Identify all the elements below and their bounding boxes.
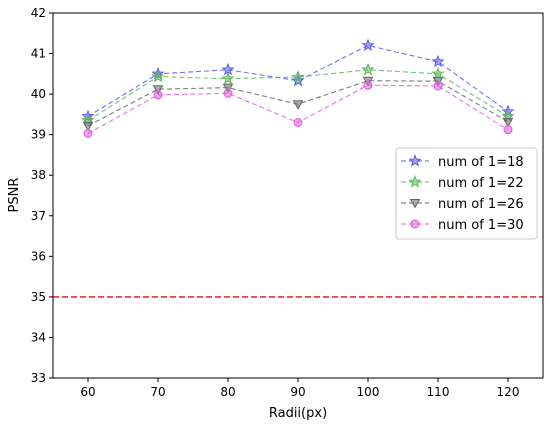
data-point <box>431 54 445 68</box>
data-point <box>291 73 305 87</box>
legend-marker <box>408 175 422 188</box>
data-point <box>223 88 233 98</box>
y-tick-label: 33 <box>31 371 46 385</box>
data-point <box>83 128 93 138</box>
x-tick-label: 100 <box>357 385 380 399</box>
data-point <box>292 100 304 110</box>
x-tick-label: 110 <box>427 385 450 399</box>
x-tick-label: 80 <box>220 385 235 399</box>
legend-entry: num of 1=22 <box>401 175 524 191</box>
x-axis-label: Radii(px) <box>269 406 327 421</box>
legend-entry: num of 1=18 <box>401 154 524 170</box>
legend-marker <box>409 199 421 209</box>
data-point <box>221 71 235 85</box>
data-point <box>152 85 164 95</box>
x-tick-label: 70 <box>150 385 165 399</box>
series-2 <box>81 62 515 127</box>
x-tick-label: 120 <box>497 385 520 399</box>
legend: num of 1=18 num of 1=22 num of 1=26 num of … <box>395 147 538 240</box>
data-point <box>363 80 373 90</box>
y-tick-label: 36 <box>31 249 46 263</box>
legend-entry: num of 1=26 <box>401 197 524 212</box>
y-tick-label: 39 <box>31 128 46 142</box>
y-tick-label: 41 <box>31 47 46 61</box>
data-point <box>433 81 443 91</box>
y-tick-label: 38 <box>31 168 46 182</box>
legend-label: num of 1=22 <box>438 176 524 191</box>
data-point <box>82 121 94 132</box>
legend-entry: num of 1=30 <box>401 218 524 233</box>
data-point <box>431 66 445 80</box>
series-3 <box>82 76 514 132</box>
x-tick-label: 60 <box>80 385 95 399</box>
x-tick-label: 90 <box>290 385 305 399</box>
data-point <box>222 83 234 94</box>
data-point <box>291 70 305 83</box>
legend-label: num of 1=18 <box>438 155 524 170</box>
y-tick-label: 35 <box>31 290 46 304</box>
y-tick-label: 40 <box>31 87 46 101</box>
y-tick-label: 34 <box>31 330 46 344</box>
data-point <box>361 38 375 52</box>
legend-marker <box>408 154 422 167</box>
y-axis-label: PSNR <box>7 178 22 213</box>
data-point <box>293 118 303 127</box>
series-4 <box>83 80 513 138</box>
y-tick-label: 42 <box>31 6 46 20</box>
legend-label: num of 1=26 <box>438 197 524 212</box>
legend-box <box>395 147 538 240</box>
legend-label: num of 1=30 <box>438 218 524 233</box>
data-point <box>153 90 163 100</box>
legend-marker <box>410 219 420 229</box>
y-tick-label: 37 <box>31 209 46 223</box>
data-point <box>503 125 513 135</box>
data-point <box>502 117 514 128</box>
data-point <box>361 62 375 76</box>
data-point <box>151 69 165 83</box>
